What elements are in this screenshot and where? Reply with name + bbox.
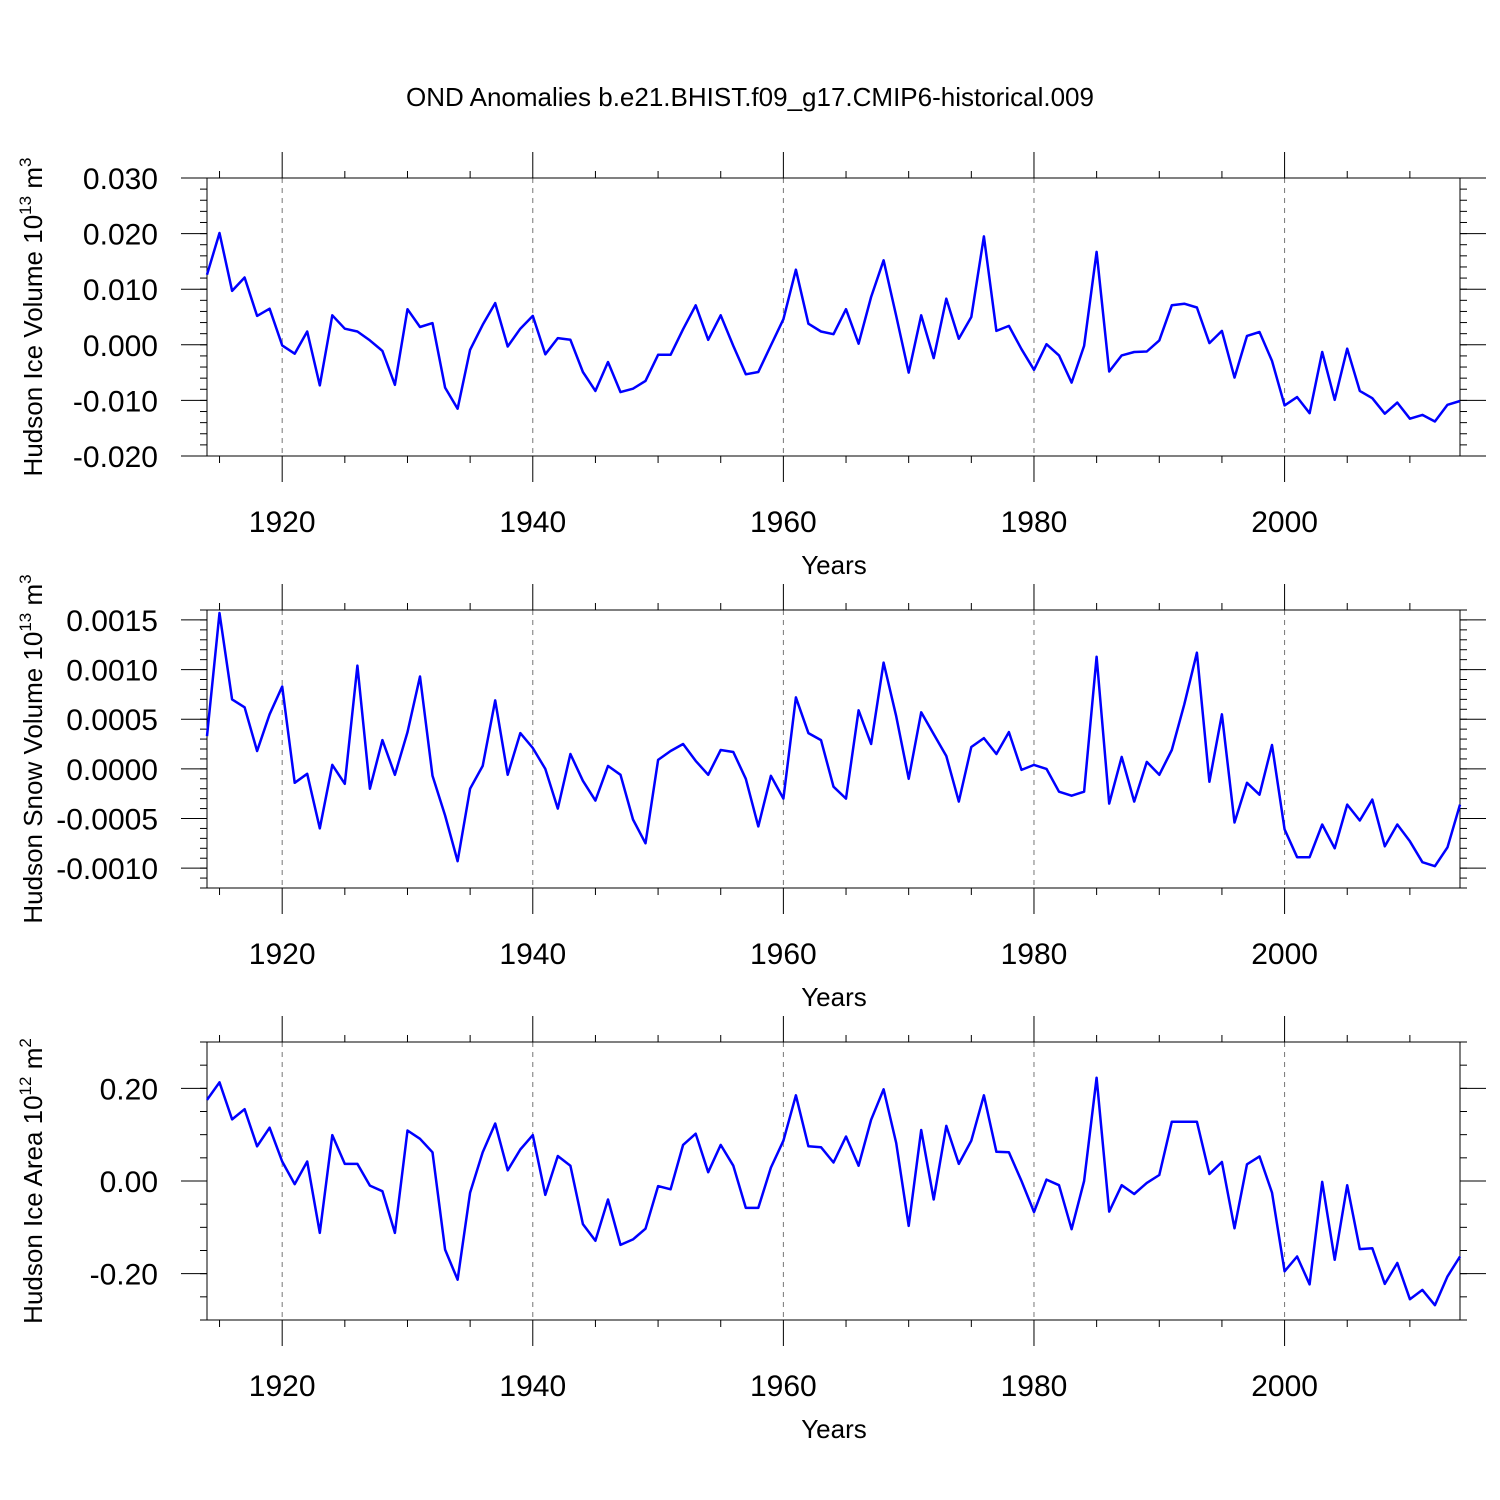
x-axis-title: Years: [801, 550, 867, 580]
plot-frame: [206, 177, 1461, 457]
x-axis-title: Years: [801, 1414, 867, 1444]
y-tick-label: 0.0000: [66, 754, 158, 787]
y-tick-label: -0.20: [90, 1259, 158, 1292]
y-tick-label: 0.000: [83, 330, 158, 363]
y-tick-label: 0.0010: [66, 655, 158, 688]
x-tick-label: 1940: [499, 506, 566, 539]
y-tick-label: -0.0010: [56, 853, 158, 886]
x-tick-label: 1960: [750, 1370, 817, 1403]
x-tick-label: 1960: [750, 506, 817, 539]
panel-ice-volume: -0.020 -0.010 0.000 0.010 0.020 0.030 1920 1940…: [16, 152, 1486, 580]
y-tick-label: 0.00: [100, 1166, 158, 1199]
x-tick-label: 2000: [1251, 506, 1318, 539]
x-tick-label: 1940: [499, 938, 566, 971]
y-tick-label: -0.010: [73, 385, 158, 418]
x-tick-label: 1920: [249, 506, 316, 539]
y-tick-label: -0.020: [73, 441, 158, 474]
y-tick-label: 0.020: [83, 219, 158, 252]
y-tick-label: 0.010: [83, 274, 158, 307]
x-tick-label: 1920: [249, 938, 316, 971]
plot-frame: [206, 609, 1461, 889]
series-line-ice-volume: [205, 231, 1461, 423]
panel-ice-area: -0.20 0.00 0.20 1920 1940 1960 1980 2000 Years Hu…: [16, 1016, 1486, 1444]
x-tick-label: 1980: [1001, 506, 1068, 539]
y-axis-title: Hudson Ice Area 1012 m2: [16, 1038, 48, 1324]
x-tick-label: 1980: [1001, 1370, 1068, 1403]
y-axis-title: Hudson Snow Volume 1013 m3: [16, 574, 48, 923]
x-tick-label: 1920: [249, 1370, 316, 1403]
plot-frame: [206, 1041, 1461, 1321]
x-tick-label: 2000: [1251, 938, 1318, 971]
x-tick-label: 2000: [1251, 1370, 1318, 1403]
x-tick-label: 1940: [499, 1370, 566, 1403]
y-tick-label: 0.20: [100, 1073, 158, 1106]
x-tick-label: 1980: [1001, 938, 1068, 971]
y-axis-title: Hudson Ice Volume 1013 m3: [16, 158, 48, 477]
series-line-snow-volume: [205, 611, 1462, 868]
chart-title: OND Anomalies b.e21.BHIST.f09_g17.CMIP6-…: [406, 82, 1094, 112]
panel-snow-volume: -0.0010 -0.0005 0.0000 0.0005 0.0010 0.0015 19…: [16, 574, 1486, 1012]
y-tick-label: 0.0005: [66, 704, 158, 737]
y-tick-label: 0.0015: [66, 605, 158, 638]
y-tick-label: 0.030: [83, 163, 158, 196]
series-line-ice-area: [205, 1076, 1462, 1307]
x-axis-title: Years: [801, 982, 867, 1012]
x-tick-label: 1960: [750, 938, 817, 971]
y-tick-label: -0.0005: [56, 804, 158, 837]
